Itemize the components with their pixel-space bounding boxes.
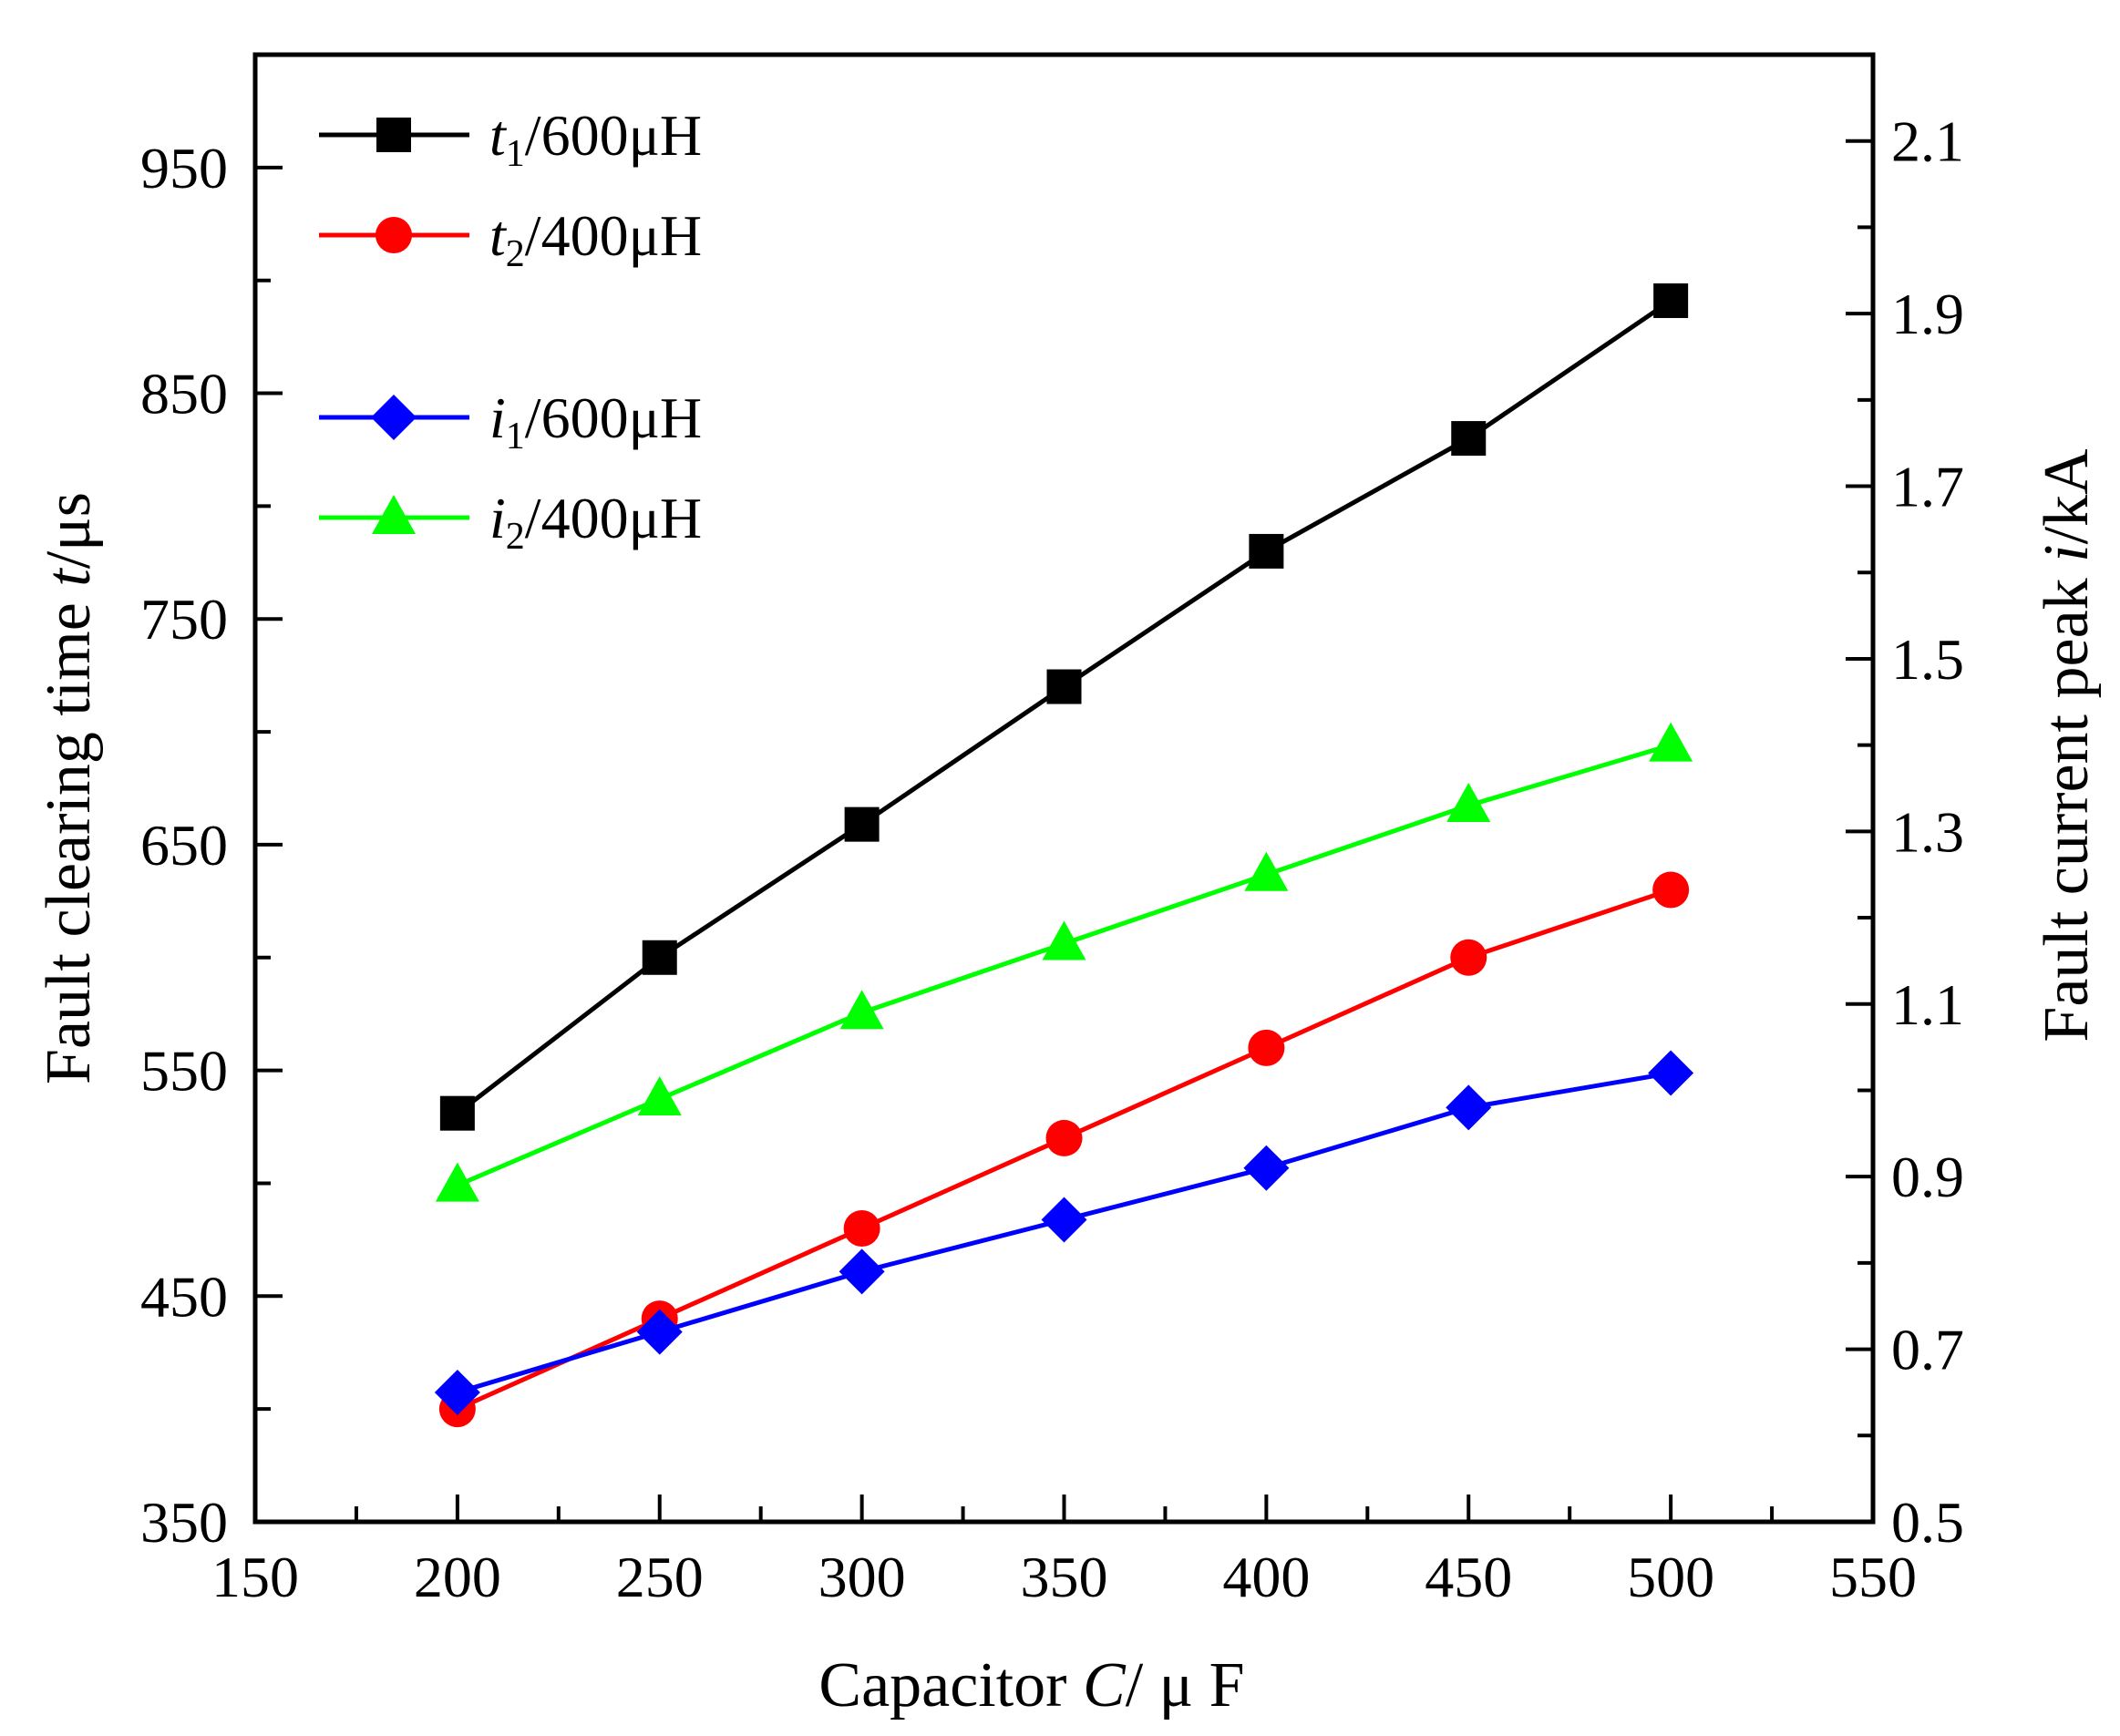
right-y-axis-label: Fault current peak i/kA bbox=[2032, 448, 2102, 1043]
data-point bbox=[1648, 1050, 1694, 1096]
legend-label: t1/600μH bbox=[489, 103, 702, 175]
data-point bbox=[1446, 782, 1491, 822]
x-tick-label: 550 bbox=[1829, 1545, 1917, 1609]
right-y-tick-label: 0.9 bbox=[1891, 1145, 1964, 1209]
data-point bbox=[1249, 533, 1284, 569]
data-point bbox=[839, 990, 884, 1030]
series-i2-right bbox=[435, 722, 1693, 1202]
legend-entry: i1/600μH bbox=[319, 385, 702, 457]
data-point bbox=[843, 1210, 880, 1247]
right-y-tick-label: 1.5 bbox=[1891, 627, 1964, 692]
left-y-tick-label: 650 bbox=[140, 813, 228, 878]
legend-marker bbox=[371, 395, 417, 440]
legend-entry: t2/400μH bbox=[319, 203, 702, 275]
x-tick-label: 200 bbox=[414, 1545, 501, 1609]
data-point bbox=[642, 940, 677, 975]
data-point bbox=[1244, 851, 1289, 891]
legend-marker bbox=[376, 217, 412, 253]
right-y-tick-label: 1.1 bbox=[1891, 972, 1964, 1037]
data-point bbox=[1046, 669, 1082, 704]
left-y-axis-ticks: 350 450 550 650 750 850 950 bbox=[140, 53, 283, 1555]
legend-label: i1/600μH bbox=[489, 385, 702, 457]
right-y-tick-label: 0.5 bbox=[1891, 1490, 1964, 1555]
left-y-tick-label: 550 bbox=[140, 1039, 228, 1104]
data-point bbox=[1243, 1145, 1290, 1191]
x-tick-label: 400 bbox=[1222, 1545, 1310, 1609]
right-y-tick-label: 1.3 bbox=[1891, 799, 1964, 864]
series-i1-right bbox=[434, 1050, 1694, 1415]
legend-marker bbox=[372, 495, 416, 534]
data-point bbox=[439, 1095, 475, 1131]
data-point bbox=[435, 1162, 479, 1202]
data-point bbox=[434, 1369, 480, 1415]
x-tick-label: 300 bbox=[818, 1545, 906, 1609]
right-y-axis-ticks: 0.5 0.7 0.9 1.1 1.3 1.5 1.7 1.9 2.1 bbox=[1846, 53, 1964, 1555]
legend-label: t2/400μH bbox=[489, 203, 702, 275]
right-y-tick-label: 1.9 bbox=[1891, 282, 1964, 346]
left-y-tick-label: 350 bbox=[140, 1490, 228, 1555]
data-point bbox=[844, 806, 880, 842]
x-axis-label: Capacitor C/ μ F bbox=[818, 1650, 1244, 1721]
left-y-tick-label: 750 bbox=[140, 587, 228, 652]
series-t1-left bbox=[439, 282, 1689, 1131]
data-point bbox=[637, 1075, 682, 1115]
data-point bbox=[1248, 1029, 1285, 1066]
data-point bbox=[839, 1248, 885, 1295]
legend-entry: i2/400μH bbox=[319, 486, 702, 558]
left-y-tick-label: 850 bbox=[140, 362, 228, 426]
right-y-tick-label: 2.1 bbox=[1891, 109, 1964, 174]
data-point bbox=[1045, 1119, 1083, 1156]
x-tick-label: 150 bbox=[211, 1545, 299, 1609]
legend: t1/600μH t2/400μH i1/600μH i2/400μH bbox=[319, 103, 702, 558]
legend-marker bbox=[376, 118, 411, 152]
left-y-tick-label: 950 bbox=[140, 136, 228, 200]
right-y-tick-label: 1.7 bbox=[1891, 455, 1964, 519]
data-point bbox=[1652, 871, 1690, 909]
data-point bbox=[1653, 282, 1689, 318]
x-axis-ticks: 150 200 250 300 350 400 450 500 550 bbox=[211, 1495, 1917, 1609]
legend-entry: t1/600μH bbox=[319, 103, 702, 175]
data-point bbox=[636, 1309, 683, 1355]
data-point bbox=[1041, 1197, 1087, 1243]
x-tick-label: 250 bbox=[616, 1545, 704, 1609]
data-point bbox=[1451, 421, 1487, 457]
left-y-tick-label: 450 bbox=[140, 1264, 228, 1329]
series-line bbox=[456, 743, 1672, 1187]
right-y-tick-label: 0.7 bbox=[1891, 1318, 1964, 1382]
legend-label: i2/400μH bbox=[489, 486, 702, 558]
data-point bbox=[1649, 722, 1693, 762]
data-point bbox=[1446, 1084, 1492, 1131]
data-point bbox=[1042, 920, 1086, 960]
x-tick-label: 500 bbox=[1627, 1545, 1714, 1609]
left-y-axis-label: Fault clearing time t/μs bbox=[34, 492, 104, 1084]
x-tick-label: 350 bbox=[1021, 1545, 1108, 1609]
data-point bbox=[1450, 939, 1487, 976]
x-tick-label: 450 bbox=[1425, 1545, 1512, 1609]
plot-frame bbox=[252, 52, 1876, 1525]
series-layer bbox=[434, 282, 1694, 1428]
